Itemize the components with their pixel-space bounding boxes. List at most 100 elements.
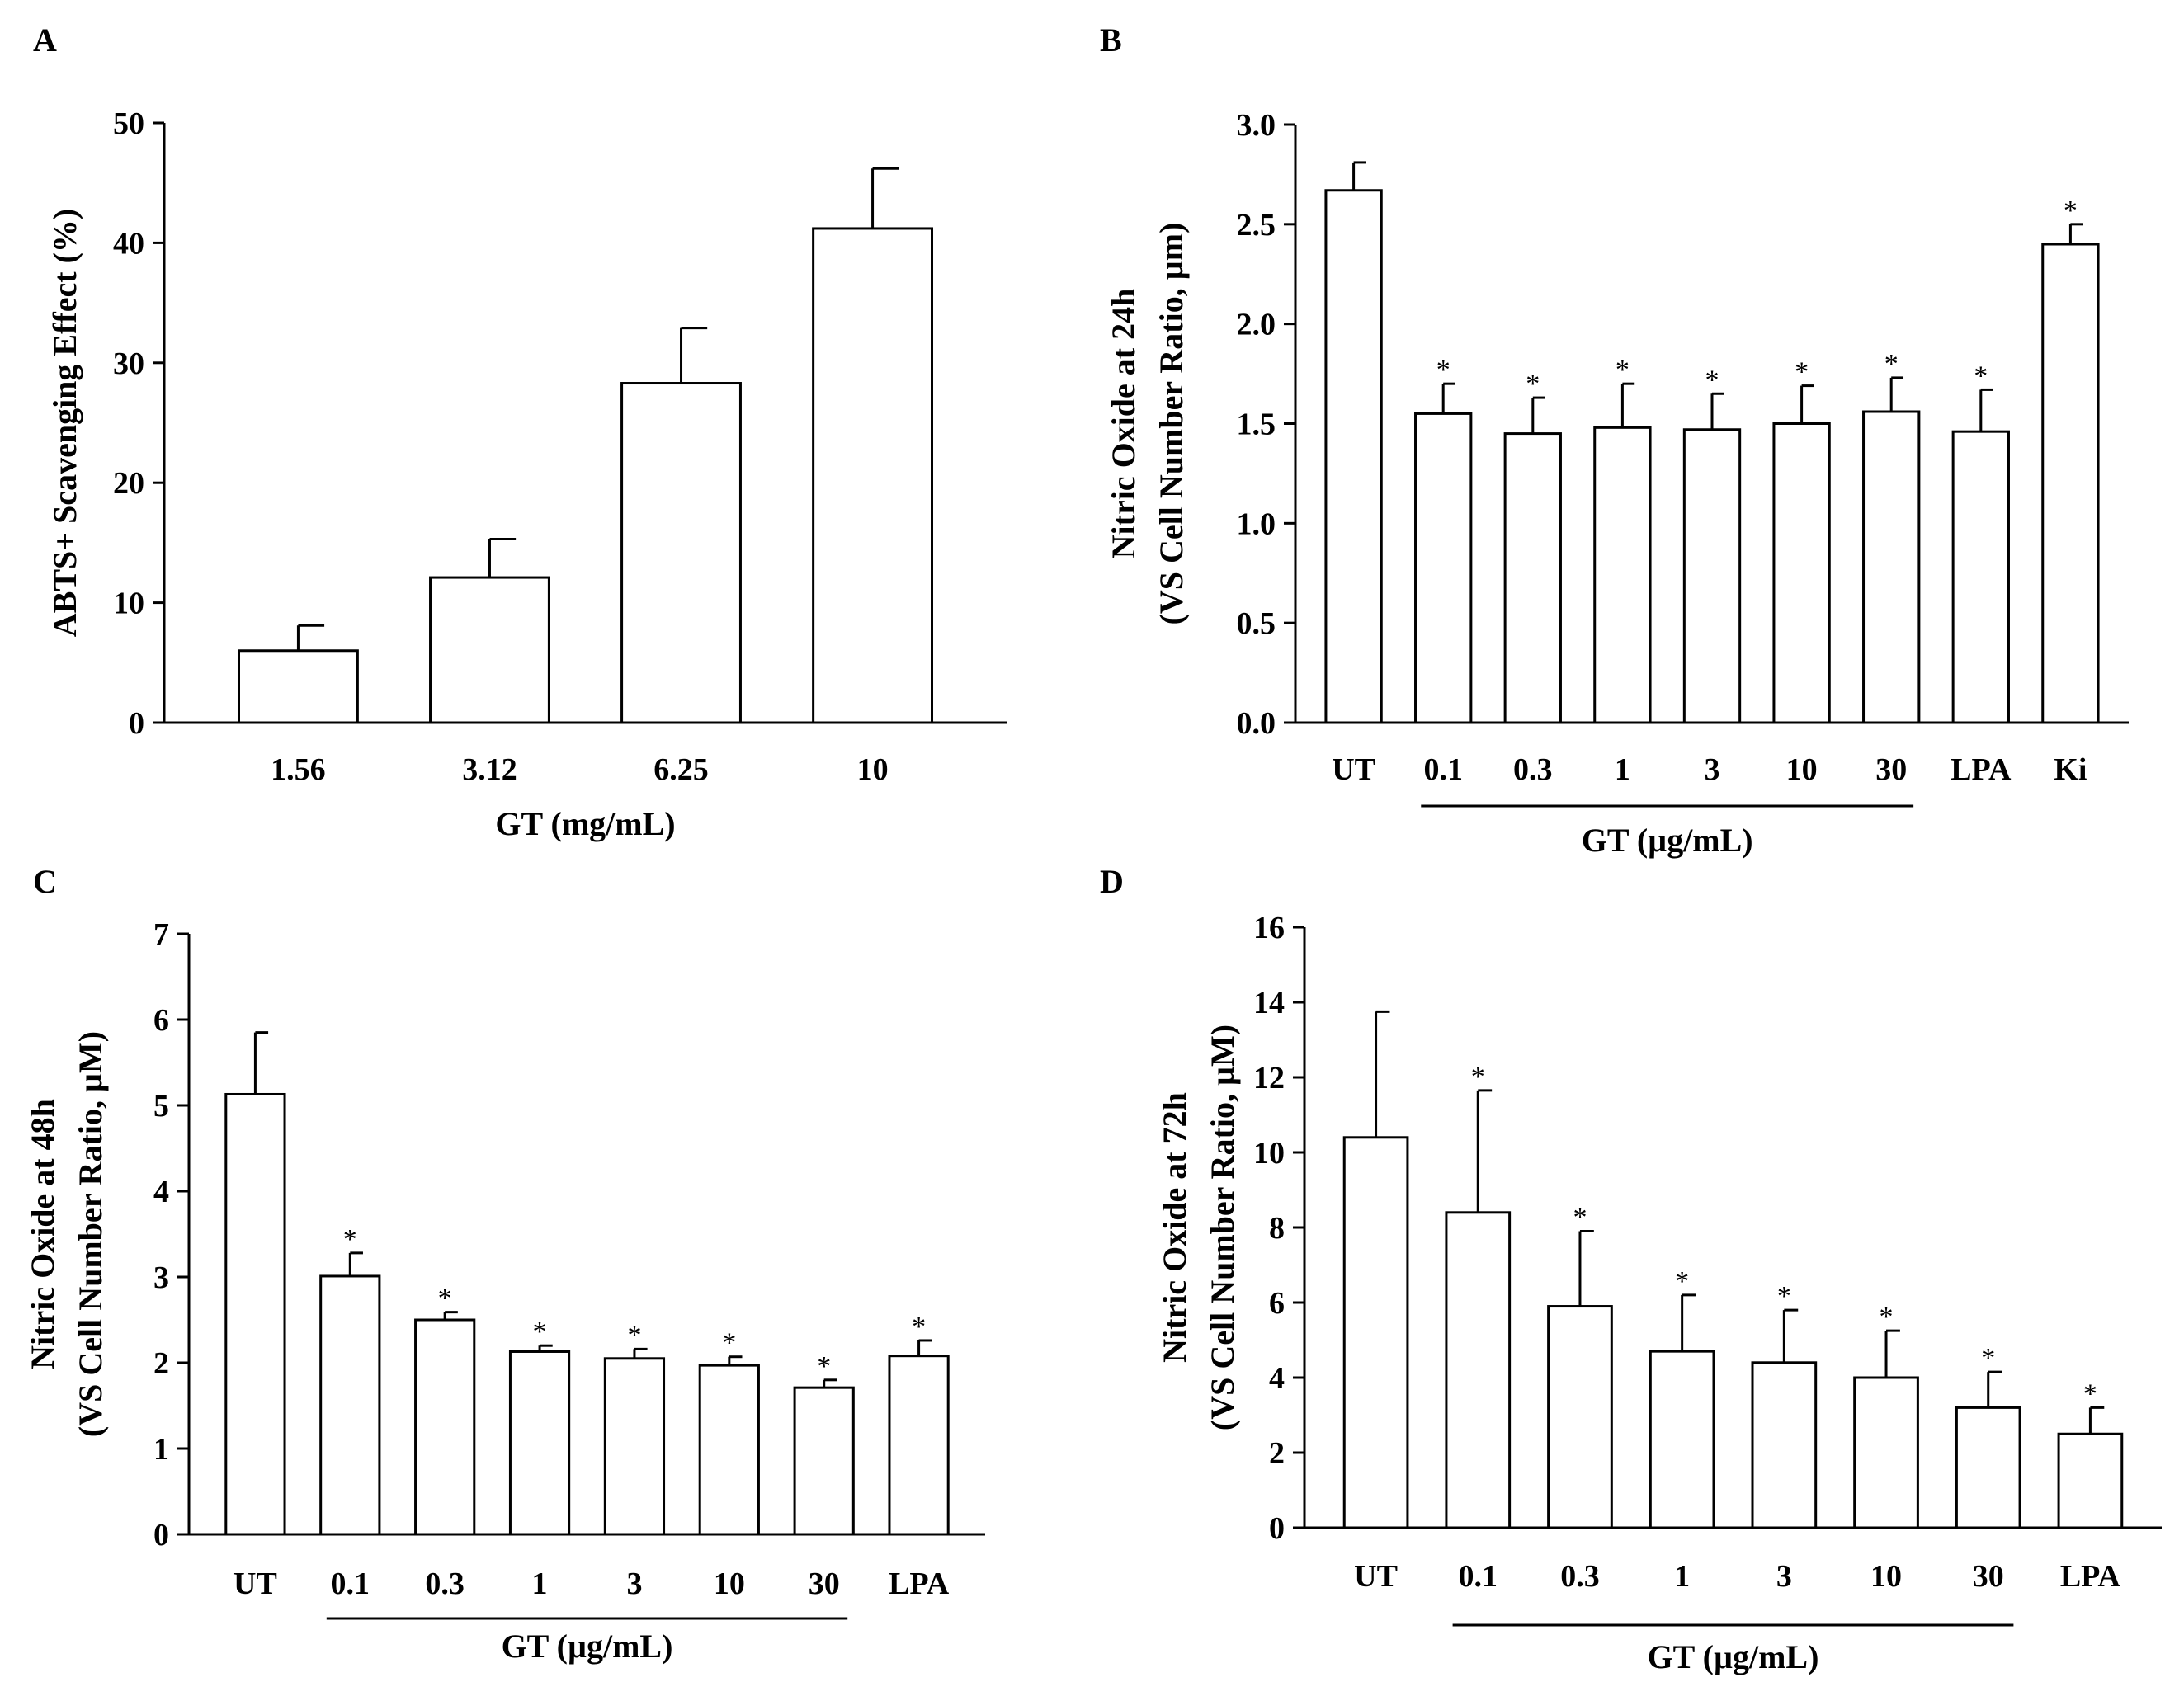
y-tick-label: 30 [113, 346, 144, 381]
x-tick-label: 1.56 [271, 752, 326, 787]
bar [1649, 1350, 1715, 1529]
bar [1862, 410, 1921, 724]
x-tick-label: 30 [809, 1567, 840, 1601]
y-axis-title: (VS Cell Number Ratio, µM) [1204, 1025, 1241, 1430]
x-tick-label: 1 [1615, 752, 1630, 787]
y-tick-label: 0 [129, 706, 144, 741]
x-tick-label: 0.3 [1560, 1559, 1600, 1594]
significance-marker: * [1573, 1203, 1587, 1233]
panel-letter: A [33, 21, 57, 59]
bar [1955, 1406, 2021, 1529]
y-tick-label: 0.0 [1237, 706, 1276, 741]
y-tick-label: 1 [153, 1432, 169, 1467]
x-tick-label: 0.1 [1423, 752, 1463, 787]
significance-marker: * [1675, 1266, 1689, 1297]
significance-marker: * [627, 1320, 641, 1350]
bar [603, 1357, 666, 1536]
panel-letter: C [33, 863, 57, 900]
y-tick-label: 0.5 [1237, 606, 1276, 641]
bar [1593, 426, 1652, 724]
x-axis-title: GT (µg/mL) [502, 1628, 673, 1665]
bar [698, 1364, 760, 1536]
y-axis-title: (VS Cell Number Ratio, µM) [72, 1031, 109, 1437]
panel-c: C 0 1 2 3 4 5 6 7 Nitric Oxide at 48h (VS Cell Num… [24, 863, 985, 1665]
bar [429, 576, 550, 724]
bar [508, 1350, 571, 1536]
y-axis-title: Nitric Oxide at 24h [1105, 289, 1142, 559]
y-tick-label: 12 [1253, 1061, 1285, 1095]
significance-marker: * [1981, 1343, 1995, 1373]
y-tick-label: 16 [1253, 911, 1285, 945]
bar [2057, 1432, 2124, 1529]
bar [1853, 1376, 1919, 1529]
y-tick-label: 10 [1253, 1136, 1285, 1171]
y-tick-label: 14 [1253, 986, 1285, 1020]
y-tick-label: 40 [113, 226, 144, 261]
y-tick-label: 1.0 [1237, 506, 1276, 541]
significance-marker: * [1436, 355, 1450, 385]
x-tick-label: 0.1 [1459, 1559, 1498, 1594]
significance-marker: * [1471, 1062, 1485, 1092]
y-tick-label: 0 [153, 1518, 169, 1552]
x-tick-label: LPA [889, 1567, 950, 1601]
panel-letter: B [1100, 21, 1122, 59]
x-tick-label: 10 [1786, 752, 1818, 787]
x-tick-label: 1 [1674, 1559, 1690, 1594]
y-tick-label: 4 [153, 1175, 169, 1209]
bar [1342, 1136, 1409, 1529]
bar [620, 382, 742, 724]
y-tick-label: 3.0 [1237, 108, 1276, 143]
y-tick-label: 2 [153, 1346, 169, 1381]
significance-marker: * [912, 1312, 926, 1342]
x-tick-label: 3 [1776, 1559, 1792, 1594]
y-axis-title: ABTS+ Scavenging Effect (%) [46, 209, 83, 637]
panel-a: A 0 10 20 30 40 50 ABTS+ Scavenging Effect (%) 1… [33, 21, 1007, 842]
x-tick-label: 0.3 [425, 1567, 465, 1601]
x-tick-label: 10 [857, 752, 889, 787]
bar [888, 1355, 950, 1536]
significance-marker: * [2064, 196, 2078, 226]
panel-letter: D [1100, 863, 1124, 900]
y-tick-label: 5 [153, 1089, 169, 1124]
x-tick-label: 0.3 [1513, 752, 1553, 787]
y-tick-label: 1.5 [1237, 408, 1276, 442]
y-tick-label: 0 [1269, 1511, 1285, 1546]
bar [1682, 428, 1742, 724]
y-axis-title: Nitric Oxide at 48h [24, 1099, 61, 1369]
x-tick-label: 10 [1870, 1559, 1902, 1594]
y-tick-label: 2.0 [1237, 308, 1276, 342]
y-tick-label: 2.5 [1237, 208, 1276, 243]
bar [1445, 1211, 1512, 1529]
bar [2041, 243, 2100, 724]
x-tick-label: LPA [2060, 1559, 2121, 1594]
significance-marker: * [817, 1351, 831, 1382]
bar [1503, 432, 1562, 724]
x-tick-label: UT [233, 1567, 277, 1601]
x-tick-label: 30 [1973, 1559, 2004, 1594]
x-tick-label: 3 [1705, 752, 1720, 787]
x-tick-label: 3.12 [462, 752, 517, 787]
y-tick-label: 10 [113, 587, 144, 621]
significance-marker: * [1795, 357, 1809, 388]
y-tick-label: 3 [153, 1260, 169, 1295]
x-tick-label: 0.1 [331, 1567, 370, 1601]
x-tick-label: UT [1332, 752, 1375, 787]
x-tick-label: UT [1354, 1559, 1398, 1594]
y-tick-label: 8 [1269, 1211, 1285, 1246]
bar [812, 227, 934, 724]
bar [1547, 1305, 1613, 1529]
x-axis-title: GT (mg/mL) [495, 805, 675, 842]
bar [224, 1092, 286, 1536]
y-tick-label: 6 [153, 1003, 169, 1038]
x-axis-title: GT (µg/mL) [1648, 1638, 1819, 1675]
y-tick-label: 4 [1269, 1361, 1285, 1396]
bar [1772, 422, 1831, 724]
x-tick-label: LPA [1951, 752, 2012, 787]
significance-marker: * [533, 1317, 547, 1347]
significance-marker: * [1884, 349, 1899, 379]
x-axis-title: GT (µg/mL) [1582, 822, 1753, 859]
significance-marker: * [1974, 360, 1988, 391]
significance-marker: * [722, 1328, 736, 1359]
bar [1951, 430, 2010, 724]
